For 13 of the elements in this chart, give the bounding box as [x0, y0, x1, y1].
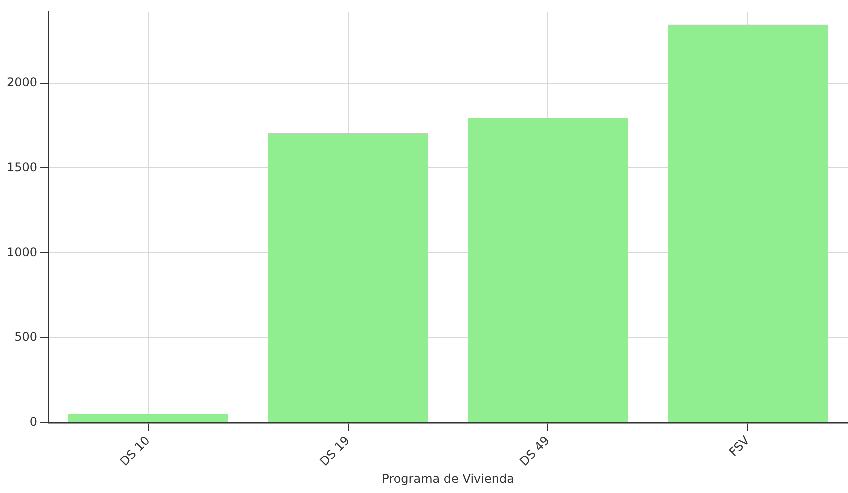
x-tick-label: DS 10: [117, 434, 153, 469]
bar: [668, 24, 828, 423]
x-tick-label: DS 19: [317, 434, 353, 469]
y-tick-label: 2000: [6, 75, 38, 90]
bar: [468, 118, 628, 423]
x-axis-title: Programa de Vivienda: [382, 472, 514, 486]
bar: [68, 414, 228, 423]
y-tick-label: 500: [14, 330, 38, 344]
bar: [268, 133, 428, 423]
y-tick-label: 1000: [6, 245, 38, 260]
y-tick-label: 1500: [6, 160, 38, 174]
y-tick-label: 0: [30, 415, 38, 430]
x-tick-label: DS 49: [517, 434, 553, 469]
